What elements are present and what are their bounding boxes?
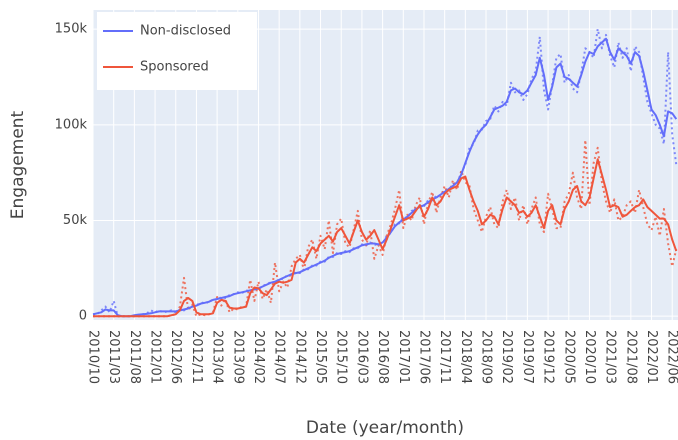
x-tick-label: 2011/03 xyxy=(106,330,121,384)
y-tick-label: 50k xyxy=(63,213,88,228)
legend-label: Sponsored xyxy=(140,60,209,75)
x-tick-label: 2013/09 xyxy=(230,330,245,384)
x-tick-label: 2019/12 xyxy=(541,330,556,384)
smoothed-line xyxy=(92,37,678,318)
x-tick-label: 2012/01 xyxy=(148,330,163,384)
smoothed-line xyxy=(93,158,678,318)
y-tick-label: 0 xyxy=(79,309,87,324)
x-tick-label: 2021/08 xyxy=(623,330,638,384)
x-tick-label: 2022/01 xyxy=(644,330,659,384)
x-tick-label: 2012/11 xyxy=(189,330,204,384)
x-tick-label: 2014/07 xyxy=(272,330,287,384)
x-tick-label: 2012/06 xyxy=(168,330,183,384)
x-tick-label: 2013/04 xyxy=(210,330,225,384)
x-tick-label: 2016/03 xyxy=(354,330,369,384)
x-tick-label: 2010/10 xyxy=(86,330,101,384)
x-tick-label: 2020/05 xyxy=(561,330,576,384)
x-tick-label: 2018/09 xyxy=(479,330,494,384)
x-tick-label: 2022/06 xyxy=(665,330,678,384)
x-tick-label: 2021/03 xyxy=(603,330,618,384)
x-tick-label: 2015/10 xyxy=(334,330,349,384)
x-tick-label: 2015/05 xyxy=(313,330,328,384)
legend-box xyxy=(97,12,257,90)
x-axis-title: Date (year/month) xyxy=(306,418,464,438)
x-tick-label: 2017/01 xyxy=(396,330,411,384)
x-tick-label: 2017/11 xyxy=(437,330,452,384)
y-tick-label: 100k xyxy=(55,117,88,132)
x-tick-label: 2014/12 xyxy=(292,330,307,384)
y-axis-title: Engagement xyxy=(8,110,28,219)
x-tick-label: 2014/02 xyxy=(251,330,266,384)
x-tick-label: 2016/08 xyxy=(375,330,390,384)
x-tick-label: 2018/04 xyxy=(458,330,473,384)
x-tick-label: 2019/02 xyxy=(499,330,514,384)
legend-label: Non-disclosed xyxy=(140,24,231,39)
y-tick-label: 150k xyxy=(55,22,88,37)
x-tick-label: 2019/07 xyxy=(520,330,535,384)
x-tick-label: 2011/08 xyxy=(127,330,142,384)
x-tick-label: 2017/06 xyxy=(416,330,431,384)
x-tick-label: 2020/10 xyxy=(582,330,597,384)
